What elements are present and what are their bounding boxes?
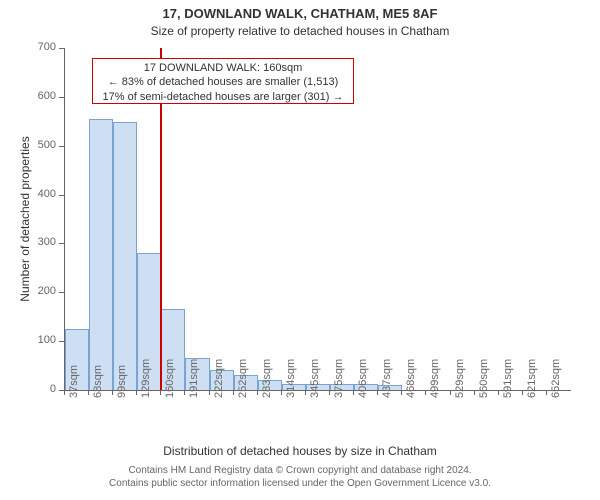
x-tick — [281, 390, 282, 395]
x-tick — [425, 390, 426, 395]
y-tick-label: 300 — [38, 236, 56, 248]
x-tick — [377, 390, 378, 395]
x-tick — [136, 390, 137, 395]
y-tick-label: 600 — [38, 90, 56, 102]
x-tick — [353, 390, 354, 395]
x-tick-label: 252sqm — [237, 359, 249, 398]
annotation-line3: 17% of semi-detached houses are larger (… — [97, 90, 349, 104]
y-tick — [59, 341, 64, 342]
annotation-line1: 17 DOWNLAND WALK: 160sqm — [97, 61, 349, 75]
x-tick-label: 68sqm — [92, 365, 104, 398]
y-tick — [59, 292, 64, 293]
x-tick-label: 621sqm — [526, 359, 538, 398]
y-tick-label: 700 — [38, 41, 56, 53]
y-axis-label: Number of detached properties — [18, 48, 32, 390]
y-tick — [59, 243, 64, 244]
y-tick — [59, 48, 64, 49]
x-tick — [233, 390, 234, 395]
footer-line1: Contains HM Land Registry data © Crown c… — [0, 464, 600, 477]
x-tick — [474, 390, 475, 395]
x-tick-label: 468sqm — [405, 359, 417, 398]
footer-line2: Contains public sector information licen… — [0, 477, 600, 490]
x-tick-label: 191sqm — [188, 359, 200, 398]
x-tick-label: 591sqm — [502, 359, 514, 398]
x-tick-label: 529sqm — [454, 359, 466, 398]
y-tick-label: 0 — [50, 383, 56, 395]
x-tick — [184, 390, 185, 395]
x-tick-label: 499sqm — [429, 359, 441, 398]
y-tick-label: 400 — [38, 188, 56, 200]
page-title: 17, DOWNLAND WALK, CHATHAM, ME5 8AF — [0, 6, 600, 21]
x-tick-label: 99sqm — [116, 365, 128, 398]
x-tick-label: 345sqm — [309, 359, 321, 398]
y-tick-label: 500 — [38, 139, 56, 151]
x-tick-label: 314sqm — [285, 359, 297, 398]
annotation-line2: ← 83% of detached houses are smaller (1,… — [97, 75, 349, 89]
x-tick-label: 129sqm — [140, 359, 152, 398]
x-tick — [522, 390, 523, 395]
x-tick-label: 37sqm — [68, 365, 80, 398]
x-tick-label: 406sqm — [357, 359, 369, 398]
y-tick — [59, 97, 64, 98]
bar — [113, 122, 137, 390]
x-tick — [64, 390, 65, 395]
y-tick-label: 200 — [38, 285, 56, 297]
x-tick — [160, 390, 161, 395]
y-tick — [59, 146, 64, 147]
x-tick — [498, 390, 499, 395]
x-tick-label: 652sqm — [550, 359, 562, 398]
page-subtitle: Size of property relative to detached ho… — [0, 24, 600, 38]
x-tick — [329, 390, 330, 395]
y-tick — [59, 195, 64, 196]
x-axis-label: Distribution of detached houses by size … — [0, 444, 600, 458]
x-tick — [305, 390, 306, 395]
y-tick-label: 100 — [38, 334, 56, 346]
x-tick-label: 283sqm — [261, 359, 273, 398]
x-tick-label: 222sqm — [213, 359, 225, 398]
x-tick-label: 437sqm — [381, 359, 393, 398]
x-tick — [546, 390, 547, 395]
annotation-box: 17 DOWNLAND WALK: 160sqm← 83% of detache… — [92, 58, 354, 104]
x-tick — [257, 390, 258, 395]
x-tick-label: 560sqm — [478, 359, 490, 398]
x-tick — [450, 390, 451, 395]
x-tick-label: 375sqm — [333, 359, 345, 398]
x-tick — [88, 390, 89, 395]
footer: Contains HM Land Registry data © Crown c… — [0, 464, 600, 490]
x-tick — [112, 390, 113, 395]
x-tick — [401, 390, 402, 395]
bar — [89, 119, 113, 390]
x-tick — [209, 390, 210, 395]
x-tick-label: 160sqm — [164, 359, 176, 398]
